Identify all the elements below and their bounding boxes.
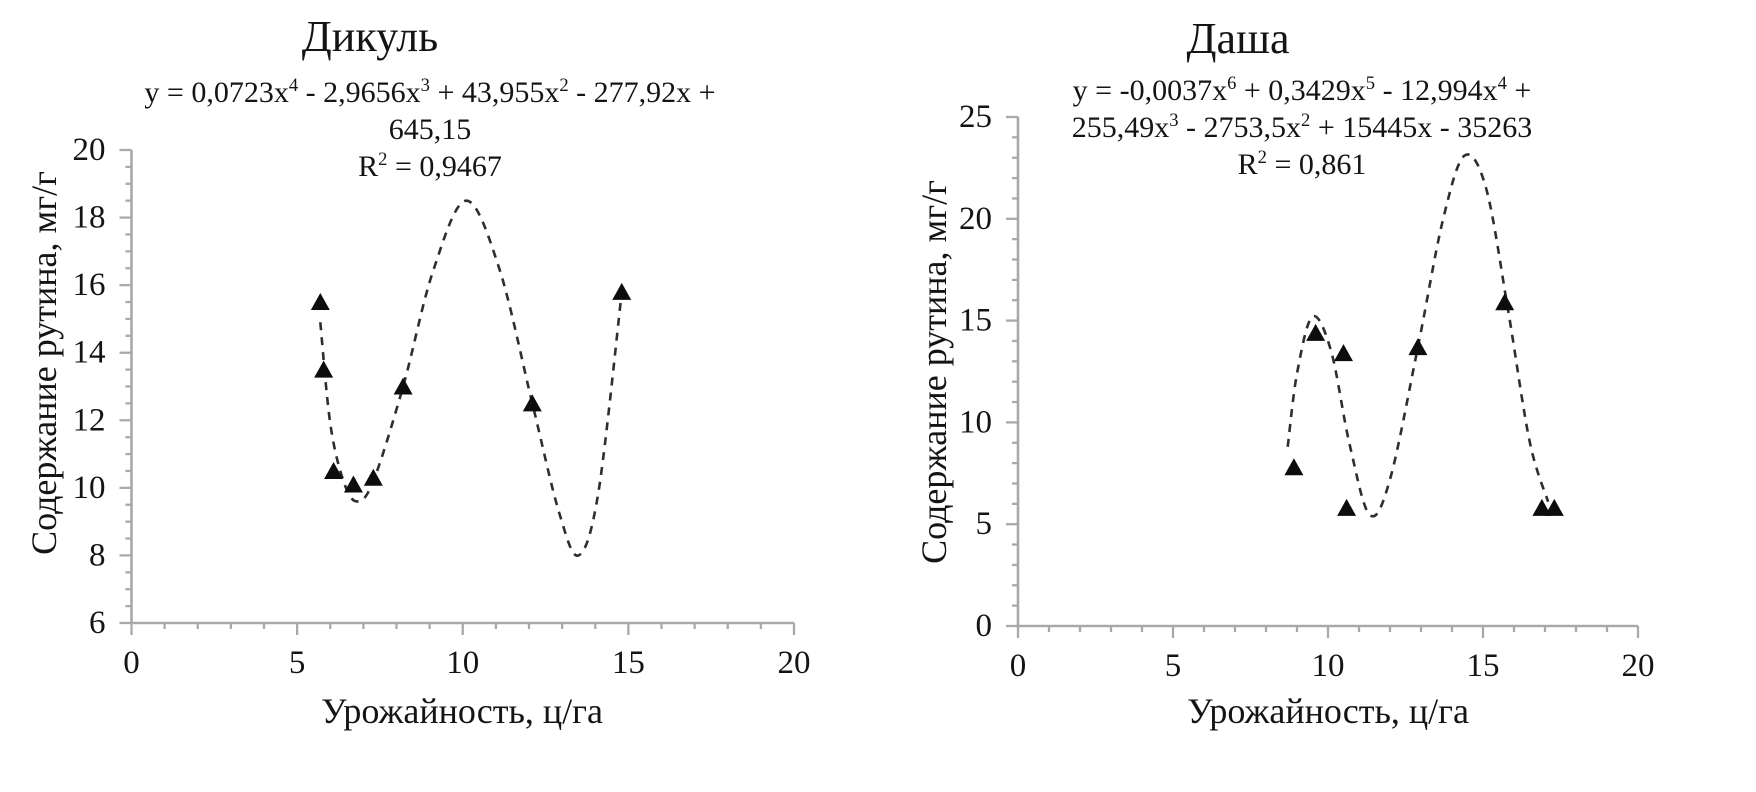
y-tick-label: 18 <box>73 200 106 236</box>
y-axis-title-left: Содержание рутина, мг/г <box>24 171 64 555</box>
trendline-equation-dikul: y = 0,0723x4 - 2,9656x3 + 43,955x2 - 277… <box>144 74 715 185</box>
y-tick-label: 5 <box>976 506 993 542</box>
data-point-marker <box>324 461 344 479</box>
equation-line: R2 = 0,861 <box>1237 147 1367 181</box>
equation-line: y = -0,0037x6 + 0,3429x5 - 12,994x4 + <box>1072 73 1532 107</box>
y-tick-label: 6 <box>89 605 106 641</box>
data-point-marker <box>310 293 330 311</box>
data-point-marker <box>1495 293 1515 311</box>
x-tick-label: 10 <box>1312 648 1345 684</box>
data-point-marker <box>1334 344 1353 362</box>
x-tick-label: 20 <box>778 645 811 681</box>
data-point-marker <box>612 282 632 300</box>
y-tick-label: 0 <box>976 608 993 644</box>
y-tick-label: 10 <box>73 470 106 506</box>
y-tick-label: 14 <box>73 335 106 371</box>
x-tick-label: 5 <box>1165 648 1182 684</box>
x-tick-label: 20 <box>1622 648 1655 684</box>
y-tick-label: 12 <box>73 402 106 438</box>
equation-line: R2 = 0,9467 <box>358 149 502 183</box>
x-tick-label: 5 <box>289 645 306 681</box>
x-tick-label: 15 <box>1467 648 1500 684</box>
y-tick-label: 16 <box>73 267 106 303</box>
y-tick-label: 20 <box>959 201 992 237</box>
data-point-marker <box>1544 498 1564 516</box>
data-point-marker <box>1306 323 1326 341</box>
data-point-marker <box>393 377 413 395</box>
x-tick-label: 0 <box>123 645 140 681</box>
y-axis-title-right: Содержание рутина, мг/г <box>914 180 954 564</box>
trendline-equation-dasha: y = -0,0037x6 + 0,3429x5 - 12,994x4 +255… <box>1072 72 1533 183</box>
y-tick-label: 20 <box>73 132 106 168</box>
y-tick-label: 25 <box>959 99 992 135</box>
data-point-marker <box>1408 338 1428 356</box>
data-point-marker <box>1532 498 1552 516</box>
data-point-marker <box>343 475 363 493</box>
x-axis-title-left: Урожайность, ц/га <box>321 691 603 731</box>
data-point-marker <box>1337 498 1357 516</box>
data-point-marker <box>314 360 334 378</box>
x-axis-title-right: Урожайность, ц/га <box>1187 691 1469 731</box>
data-point-marker <box>522 394 542 412</box>
trendline-curve <box>1286 153 1550 518</box>
equation-line: 255,49x3 - 2753,5x2 + 15445x - 35263 <box>1071 110 1533 144</box>
x-tick-label: 15 <box>612 645 645 681</box>
equation-line: 645,15 <box>388 113 472 146</box>
y-tick-label: 8 <box>89 537 106 573</box>
x-tick-label: 10 <box>446 645 479 681</box>
y-tick-label: 10 <box>959 404 992 440</box>
data-point-marker <box>1284 458 1304 476</box>
data-point-marker <box>363 468 383 486</box>
y-tick-label: 15 <box>959 303 992 339</box>
axis-lines <box>1016 117 1638 628</box>
chart-title-dikul: Дикуль <box>301 12 439 61</box>
axis-lines <box>130 150 794 625</box>
equation-line: y = 0,0723x4 - 2,9656x3 + 43,955x2 - 277… <box>144 75 716 109</box>
trendline-curve <box>319 199 624 557</box>
x-tick-label: 0 <box>1010 648 1027 684</box>
chart-title-dasha: Даша <box>1186 14 1290 63</box>
